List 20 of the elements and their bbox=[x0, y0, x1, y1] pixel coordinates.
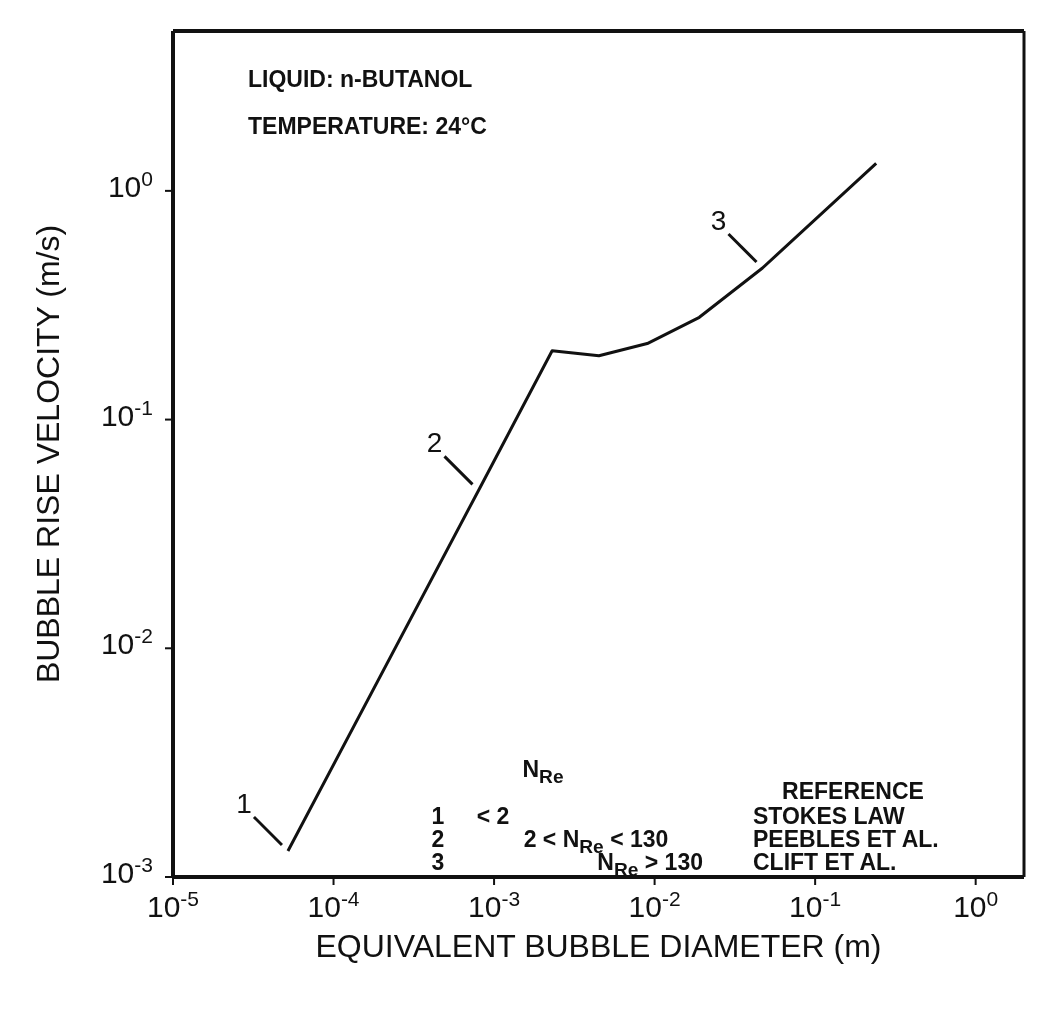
x-tick-label: 10$^{0}$ bbox=[953, 886, 999, 923]
annotation: REFERENCE bbox=[782, 778, 924, 805]
annotation: N$_{Re}$ bbox=[522, 756, 564, 788]
annotation: TEMPERATURE: 24°C bbox=[248, 113, 487, 140]
x-tick-label: 10$^{-1}$ bbox=[789, 886, 842, 923]
x-tick-label: 10$^{-5}$ bbox=[146, 886, 200, 923]
x-tick-label: 10$^{-4}$ bbox=[307, 886, 360, 923]
x-tick-label: 10$^{-2}$ bbox=[628, 886, 681, 923]
x-tick-label: 10$^{-3}$ bbox=[468, 886, 521, 923]
annotation: 2 bbox=[426, 427, 443, 459]
y-axis-title: BUBBLE RISE VELOCITY (m/s) bbox=[30, 224, 67, 684]
annotation: < 2 bbox=[476, 803, 510, 830]
y-tick-label: 10$^{0}$ bbox=[107, 166, 153, 203]
y-tick-label: 10$^{-1}$ bbox=[100, 395, 153, 432]
x-axis-title: EQUIVALENT BUBBLE DIAMETER (m) bbox=[315, 928, 882, 964]
y-tick-label: 10$^{-3}$ bbox=[100, 852, 153, 889]
annotation: 1 bbox=[236, 787, 252, 819]
annotation: LIQUID: n-BUTANOL bbox=[248, 66, 473, 93]
annotation: 3 bbox=[710, 204, 727, 236]
y-tick-label: 10$^{-2}$ bbox=[100, 623, 153, 661]
